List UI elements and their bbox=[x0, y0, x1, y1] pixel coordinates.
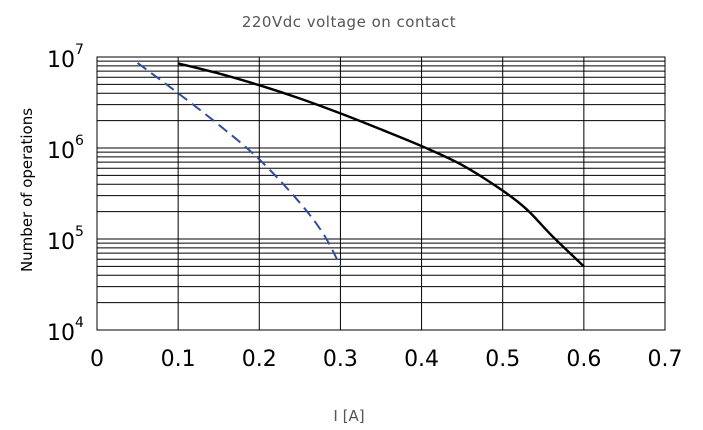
x-tick-labels: 0 0.1 0.2 0.3 0.4 0.5 0.6 0.7 bbox=[90, 347, 683, 372]
y-axis-label-group: Number of operations bbox=[18, 108, 36, 272]
dashed-series-line bbox=[136, 62, 342, 267]
x-axis-label: I [A] bbox=[333, 407, 364, 425]
y-tick-exponent: 6 bbox=[75, 133, 84, 149]
x-tick-label: 0.3 bbox=[323, 347, 358, 372]
y-axis-label: Number of operations bbox=[18, 108, 36, 272]
x-tick-label: 0 bbox=[90, 347, 104, 372]
series-lines bbox=[136, 62, 585, 268]
grid bbox=[96, 56, 666, 331]
x-tick-label: 0.5 bbox=[485, 347, 520, 372]
y-tick-exponent: 5 bbox=[75, 224, 84, 240]
y-tick-label: 10 bbox=[47, 48, 75, 73]
solid-series-line bbox=[177, 62, 585, 268]
y-tick-exponent: 4 bbox=[75, 315, 84, 331]
plot-frame bbox=[96, 56, 666, 331]
x-tick-label: 0.7 bbox=[648, 347, 683, 372]
x-tick-label: 0.2 bbox=[242, 347, 277, 372]
y-tick-label: 10 bbox=[47, 139, 75, 164]
x-tick-label: 0.4 bbox=[404, 347, 439, 372]
y-tick-exponent: 7 bbox=[75, 42, 84, 58]
y-tick-label: 10 bbox=[47, 321, 75, 346]
x-tick-label: 0.6 bbox=[566, 347, 601, 372]
y-tick-label: 10 bbox=[47, 230, 75, 255]
x-tick-label: 0.1 bbox=[161, 347, 196, 372]
chart-title: 220Vdc voltage on contact bbox=[242, 13, 456, 31]
